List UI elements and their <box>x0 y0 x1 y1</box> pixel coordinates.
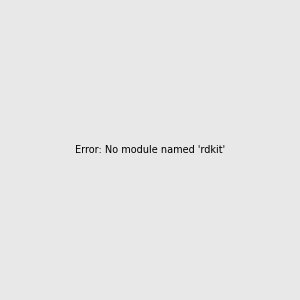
Text: Error: No module named 'rdkit': Error: No module named 'rdkit' <box>75 145 225 155</box>
